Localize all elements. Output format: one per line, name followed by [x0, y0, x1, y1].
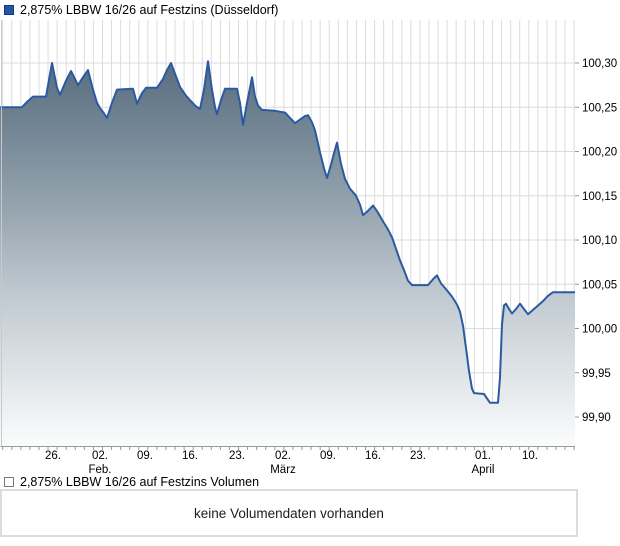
- price-legend-label: 2,875% LBBW 16/26 auf Festzins (Düsseldo…: [20, 3, 279, 17]
- svg-text:März: März: [270, 464, 296, 476]
- svg-text:01.: 01.: [475, 450, 491, 462]
- x-axis-ticks: [2, 447, 575, 450]
- svg-text:99,95: 99,95: [582, 368, 611, 380]
- svg-text:100,25: 100,25: [582, 102, 617, 114]
- price-area-fill: [0, 61, 575, 446]
- price-chart[interactable]: 100,30 100,25 100,20 100,15 100,10 100,05 100,…: [0, 0, 620, 478]
- volume-legend-label: 2,875% LBBW 16/26 auf Festzins Volumen: [20, 475, 260, 489]
- svg-text:02.: 02.: [92, 450, 108, 462]
- price-legend: 2,875% LBBW 16/26 auf Festzins (Düsseldo…: [4, 3, 278, 17]
- svg-text:April: April: [471, 464, 494, 476]
- volume-no-data-message: keine Volumendaten vorhanden: [194, 505, 384, 521]
- volume-legend-marker-icon: [4, 477, 14, 487]
- svg-text:100,20: 100,20: [582, 147, 617, 159]
- volume-panel: keine Volumendaten vorhanden: [0, 489, 578, 537]
- svg-text:100,00: 100,00: [582, 324, 617, 336]
- svg-text:23.: 23.: [410, 450, 426, 462]
- x-axis-labels: 26. 02. 09. 16. 23. 02. 09. 16. 23. 01. 10. Feb. Mär…: [45, 450, 538, 476]
- volume-legend: 2,875% LBBW 16/26 auf Festzins Volumen: [4, 475, 259, 489]
- svg-text:09.: 09.: [320, 450, 336, 462]
- svg-text:100,15: 100,15: [582, 191, 617, 203]
- svg-text:99,90: 99,90: [582, 412, 611, 424]
- svg-text:100,05: 100,05: [582, 279, 617, 291]
- svg-text:100,30: 100,30: [582, 58, 617, 70]
- price-line: [0, 60, 575, 404]
- svg-text:09.: 09.: [137, 450, 153, 462]
- svg-text:02.: 02.: [275, 450, 291, 462]
- y-axis-labels: 100,30 100,25 100,20 100,15 100,10 100,05 100,…: [575, 58, 617, 424]
- price-legend-marker-icon: [4, 5, 14, 15]
- svg-text:100,10: 100,10: [582, 235, 617, 247]
- svg-text:Feb.: Feb.: [88, 464, 111, 476]
- svg-text:16.: 16.: [365, 450, 381, 462]
- svg-text:23.: 23.: [229, 450, 245, 462]
- svg-text:10.: 10.: [522, 450, 538, 462]
- svg-text:16.: 16.: [182, 450, 198, 462]
- svg-text:26.: 26.: [45, 450, 61, 462]
